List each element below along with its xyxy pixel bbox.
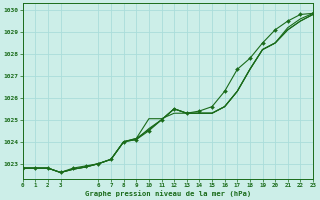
X-axis label: Graphe pression niveau de la mer (hPa): Graphe pression niveau de la mer (hPa) bbox=[85, 190, 251, 197]
